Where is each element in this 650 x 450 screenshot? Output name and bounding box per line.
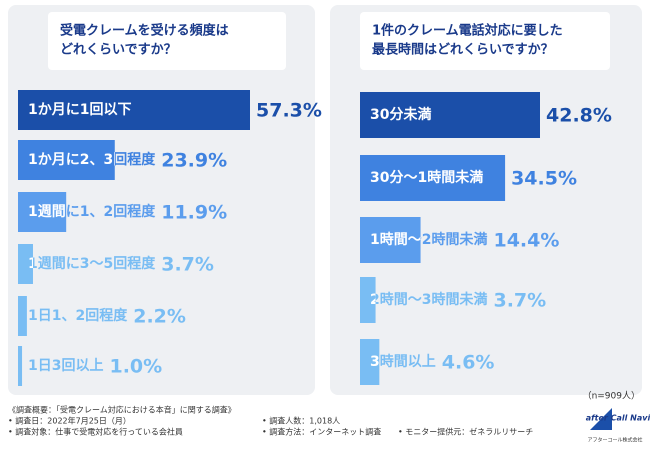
category-label: 30分〜1時間未満 — [370, 169, 483, 186]
category-label: 1日3回以上 — [28, 358, 103, 374]
footer-text: • 調査対象：仕事で受電対応を行っている会社員 — [8, 427, 183, 437]
bar — [360, 277, 376, 323]
bar — [18, 346, 23, 386]
footer-text: • 調査日：2022年7月25日（月） — [8, 416, 131, 426]
category-label: 1週間に3〜5回程度 — [28, 255, 156, 272]
value-label: 4.6% — [442, 352, 495, 374]
footer-text: • 調査方法：インターネット調査 — [262, 427, 381, 437]
value-label: 14.4% — [493, 230, 559, 252]
category-label: 1か月に1回以下 — [28, 102, 131, 118]
value-label: 42.8% — [546, 105, 612, 127]
bar — [18, 244, 33, 284]
value-label: 34.5% — [511, 168, 577, 190]
bar — [18, 296, 27, 336]
category-label: 3時間以上 — [370, 353, 436, 370]
bar — [360, 339, 380, 385]
category-label: 1週間に1、2回程度 — [28, 203, 156, 220]
category-label: 30分未満 — [370, 106, 431, 123]
category-label: 1週間に1、2回程度 — [28, 203, 156, 220]
title-box — [360, 12, 610, 70]
bar — [360, 92, 540, 138]
logo-name: after Call Navi — [586, 414, 650, 423]
value-label: 2.2% — [133, 306, 186, 328]
category-label: 1時間〜2時間未満 — [370, 231, 487, 248]
value-label: 3.7% — [493, 290, 546, 312]
value-label: 3.7% — [161, 254, 214, 276]
value-label: 23.9% — [161, 150, 227, 172]
bar — [360, 217, 421, 263]
category-label: 1日1、2回程度 — [28, 307, 128, 324]
bar — [18, 140, 115, 180]
logo-company: アフターコール株式会社 — [587, 437, 642, 444]
category-label: 3時間以上 — [370, 353, 436, 370]
chart-title: 受電クレームを受ける頻度は — [60, 23, 229, 39]
category-label: 2時間〜3時間未満 — [370, 291, 487, 308]
bar — [18, 192, 67, 232]
value-label: 57.3% — [256, 100, 322, 122]
footer-text: • 調査人数：1,018人 — [262, 416, 340, 426]
footer-text: 《調査概要：「受電クレーム対応における本音」に関する調査》 — [8, 405, 236, 415]
category-label: 1か月に1回以下 — [28, 102, 131, 118]
chart-title: 最長時間はどれくらいですか？ — [372, 42, 554, 58]
category-label: 30分〜1時間未満 — [370, 169, 483, 186]
chart-title: どれくらいですか？ — [60, 43, 177, 58]
category-label: 30分未満 — [370, 106, 431, 123]
value-label: 11.9% — [161, 202, 227, 224]
title-box — [48, 12, 286, 70]
bar — [360, 155, 506, 201]
category-label: 1か月に2、3回程度 — [28, 151, 156, 168]
logo-mark — [590, 408, 612, 430]
chart-title: 1件のクレーム電話対応に要した — [372, 23, 563, 39]
footer-text: • モニター提供元：ゼネラルリサーチ — [398, 427, 533, 437]
category-label: 1か月に2、3回程度 — [28, 151, 156, 168]
sample-size: （n=909人） — [583, 391, 640, 402]
value-label: 1.0% — [109, 356, 162, 378]
category-label: 1時間〜2時間未満 — [370, 231, 487, 248]
bar — [18, 90, 250, 130]
category-label: 1週間に3〜5回程度 — [28, 255, 156, 272]
category-label: 2時間〜3時間未満 — [370, 291, 487, 308]
